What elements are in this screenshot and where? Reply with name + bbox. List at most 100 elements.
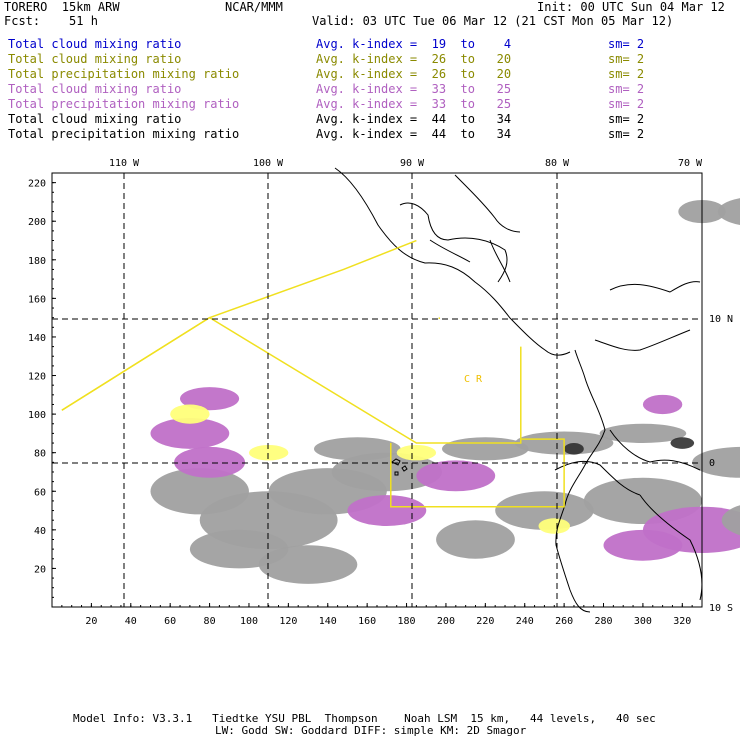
y-tick-label: 200 [28, 217, 46, 228]
field-blob-medium [174, 446, 246, 478]
legend-field: Total precipitation mixing ratio [8, 127, 240, 141]
x-tick-label: 120 [279, 616, 297, 627]
flight-track-segment [390, 438, 565, 508]
field-blob-medium [150, 417, 230, 449]
y-tick-label: 220 [28, 179, 46, 190]
longitude-label: 110 W [109, 158, 140, 169]
y-tick-label: 60 [34, 487, 46, 498]
field-blob-heavy [313, 437, 401, 461]
field-blob-heavy [436, 520, 515, 559]
legend-smoothing: sm= 2 [608, 127, 645, 141]
x-tick-label: 200 [437, 616, 455, 627]
legend-smoothing: sm= 2 [608, 82, 645, 96]
x-tick-label: 320 [673, 616, 691, 627]
field-blob-heavy [442, 437, 529, 461]
longitude-label: 100 W [253, 158, 284, 169]
y-tick-label: 140 [28, 333, 46, 344]
legend-smoothing: sm= 2 [608, 67, 645, 81]
field-blob-core [564, 443, 584, 455]
field-blob-light [170, 404, 210, 424]
border-ecuador [554, 460, 641, 496]
galapagos-islands [391, 458, 408, 476]
x-tick-label: 140 [319, 616, 337, 627]
field-blob-heavy [495, 491, 594, 530]
y-tick-label: 20 [34, 564, 46, 575]
coastline-yucatan [399, 202, 508, 283]
legend-kindex: Avg. k-index = 33 to 25 [316, 82, 512, 96]
x-tick-label: 240 [516, 616, 534, 627]
y-tick-label: 120 [28, 372, 46, 383]
legend-field: Total cloud mixing ratio [8, 112, 182, 126]
y-tick-label: 40 [34, 526, 46, 537]
legend-kindex: Avg. k-index = 19 to 4 [316, 37, 512, 51]
x-tick-label: 60 [164, 616, 176, 627]
field-blob-light [538, 518, 571, 534]
x-tick-label: 20 [85, 616, 97, 627]
x-tick-label: 40 [125, 616, 137, 627]
coastline-central-america [334, 167, 571, 356]
legend-kindex: Avg. k-index = 44 to 34 [316, 112, 512, 126]
legend-field: Total cloud mixing ratio [8, 52, 182, 66]
precip-field-layer [150, 198, 740, 584]
x-tick-label: 260 [555, 616, 573, 627]
forecast-hour: Fcst: 51 h [4, 14, 98, 28]
x-tick-label: 80 [204, 616, 216, 627]
legend-field: Total cloud mixing ratio [8, 37, 182, 51]
latitude-label: 10 N [709, 314, 733, 325]
track-annotation: C R [464, 374, 483, 385]
organization: NCAR/MMM [225, 0, 283, 14]
latitude-label: 0 [709, 458, 715, 469]
field-blob-medium [642, 394, 683, 415]
longitude-label: 90 W [400, 158, 425, 169]
border-caribbean [609, 281, 701, 293]
border-colombia [594, 329, 691, 351]
x-tick-label: 160 [358, 616, 376, 627]
longitude-label: 80 W [545, 158, 570, 169]
coastline-layer [334, 167, 703, 613]
legend-smoothing: sm= 2 [608, 112, 645, 126]
field-blob-heavy [599, 423, 687, 444]
valid-time: Valid: 03 UTC Tue 06 Mar 12 (21 CST Mon … [312, 14, 674, 28]
longitude-label: 70 W [678, 158, 703, 169]
field-blob-heavy [258, 545, 358, 584]
legend-smoothing: sm= 2 [608, 52, 645, 66]
field-blob-heavy [692, 446, 740, 478]
flight-track-segment [61, 239, 417, 411]
field-blob-heavy [721, 505, 740, 536]
legend-smoothing: sm= 2 [608, 97, 645, 111]
latitude-label: 10 S [709, 603, 733, 614]
field-blob-light [248, 444, 289, 461]
x-tick-label: 220 [476, 616, 494, 627]
field-blob-medium [603, 529, 683, 561]
legend-kindex: Avg. k-index = 26 to 20 [316, 52, 512, 66]
coastline-south-america [555, 349, 606, 613]
border-guatemala [429, 239, 511, 283]
x-tick-label: 100 [240, 616, 258, 627]
y-tick-label: 100 [28, 410, 46, 421]
x-tick-label: 280 [594, 616, 612, 627]
field-blob-heavy [717, 198, 740, 226]
x-tick-label: 180 [398, 616, 416, 627]
field-blob-light [396, 444, 437, 461]
model-name: TORERO 15km ARW [4, 0, 120, 14]
init-time: Init: 00 UTC Sun 04 Mar 12 [537, 0, 725, 14]
y-tick-label: 160 [28, 294, 46, 305]
model-info-line2: LW: Godd SW: Goddard DIFF: simple KM: 2D… [215, 724, 527, 737]
legend-smoothing: sm= 2 [608, 37, 645, 51]
field-blob-heavy [331, 452, 442, 492]
axes-layer: 110 W 100 W 90 W 80 W 70 W 10 N 0 10 S 20 40 60 80 1… [28, 158, 733, 627]
legend-kindex: Avg. k-index = 44 to 34 [316, 127, 512, 141]
legend-kindex: Avg. k-index = 33 to 25 [316, 97, 512, 111]
legend-field: Total cloud mixing ratio [8, 82, 182, 96]
track-annotation-marker: · [436, 312, 443, 325]
coastline-gulf [454, 174, 521, 233]
y-tick-label: 80 [34, 449, 46, 460]
field-blob-medium [180, 387, 240, 411]
y-tick-label: 180 [28, 256, 46, 267]
x-tick-label: 300 [634, 616, 652, 627]
flight-track-layer [61, 239, 565, 508]
legend-field: Total precipitation mixing ratio [8, 97, 240, 111]
flight-track-segment [61, 316, 522, 444]
field-blob-medium [416, 460, 496, 492]
